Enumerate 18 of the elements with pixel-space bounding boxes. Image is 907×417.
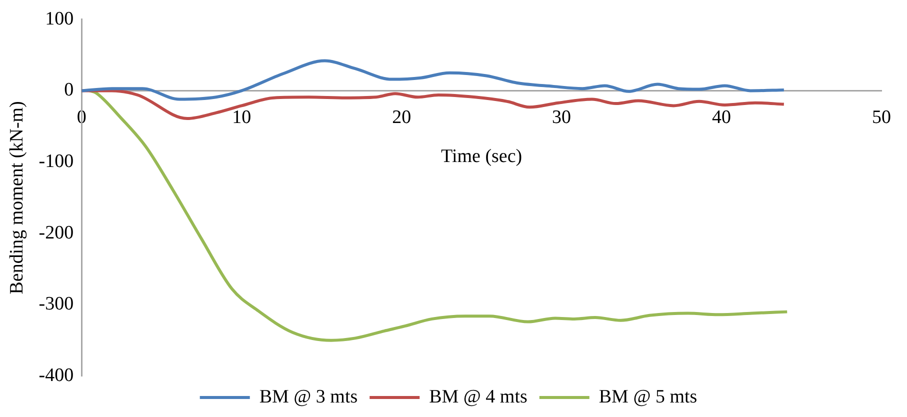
y-tick-label: -100 xyxy=(38,151,74,172)
x-tick-label: 10 xyxy=(232,107,252,128)
y-tick-label: -300 xyxy=(38,294,74,315)
line-series xyxy=(82,59,786,101)
x-tick-label: 30 xyxy=(552,107,572,128)
legend-label: BM @ 5 mts xyxy=(598,386,698,408)
y-tick-label: 0 xyxy=(64,80,74,101)
y-axis-title: Bending moment (kN-m) xyxy=(6,101,28,294)
x-tick-label: 40 xyxy=(712,107,732,128)
x-axis-title: Time (sec) xyxy=(441,146,522,167)
legend-label: BM @ 3 mts xyxy=(259,386,358,408)
line-series xyxy=(88,89,789,342)
y-tick-label: -400 xyxy=(38,364,74,386)
legend-label: BM @ 4 mts xyxy=(429,386,528,408)
y-tick-label: 100 xyxy=(45,8,74,30)
x-tick-label: 50 xyxy=(872,107,891,128)
x-tick-label: 20 xyxy=(392,107,412,128)
y-tick-label: -200 xyxy=(38,222,74,244)
